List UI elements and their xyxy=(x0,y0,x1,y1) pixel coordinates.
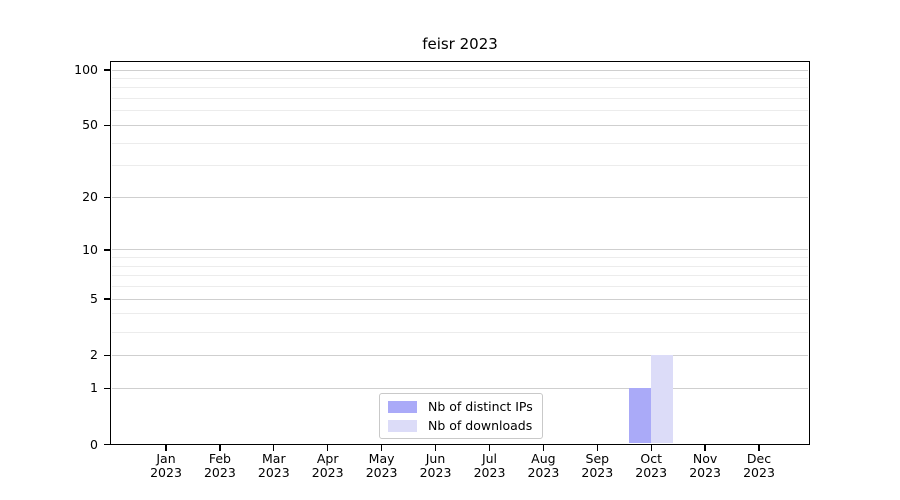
x-axis-tick-mark xyxy=(542,445,545,451)
legend-swatch xyxy=(388,400,417,413)
gridline-2 xyxy=(112,354,808,356)
gridline-7 xyxy=(112,275,808,277)
y-axis-tick-mark xyxy=(104,443,110,446)
y-axis-tick-label: 5 xyxy=(90,291,98,307)
gridline-40 xyxy=(112,142,808,144)
x-axis-tick-mark xyxy=(596,445,598,451)
y-axis-tick-label: 10 xyxy=(82,241,98,257)
x-axis-tick-mark xyxy=(273,445,275,451)
x-axis-tick-label: Oct 2023 xyxy=(635,451,668,480)
gridline-3 xyxy=(112,331,808,333)
y-axis-tick-mark xyxy=(104,249,110,251)
y-axis-tick-label: 20 xyxy=(82,189,98,205)
x-axis-tick-mark xyxy=(434,445,437,451)
gridline-10 xyxy=(112,249,808,251)
y-axis-tick-mark xyxy=(104,354,110,357)
chart-title: feisr 2023 xyxy=(422,35,498,53)
legend-label: Nb of downloads xyxy=(428,418,533,433)
x-axis-tick-label: Jan 2023 xyxy=(150,451,182,480)
x-axis-tick-mark xyxy=(219,445,221,451)
x-axis-tick-label: Jun 2023 xyxy=(419,451,452,480)
x-axis-tick-mark xyxy=(758,445,760,451)
y-axis-tick-mark xyxy=(104,387,110,389)
x-axis-tick-label: Sep 2023 xyxy=(581,451,614,480)
gridline-5 xyxy=(112,298,808,300)
y-axis-tick-mark xyxy=(104,298,110,300)
legend: Nb of distinct IPs Nb of downloads xyxy=(379,393,543,439)
gridline-4 xyxy=(112,313,808,315)
x-axis-tick-label: Dec 2023 xyxy=(743,451,775,480)
x-axis-tick-mark xyxy=(327,445,329,451)
x-axis-tick-label: Nov 2023 xyxy=(689,451,721,480)
gridline-100 xyxy=(112,69,808,71)
gridline-30 xyxy=(112,165,808,167)
gridline-60 xyxy=(112,110,808,112)
y-axis-tick-label: 2 xyxy=(90,347,98,363)
gridline-8 xyxy=(112,265,808,267)
x-axis-tick-mark xyxy=(165,445,167,451)
gridline-20 xyxy=(112,196,808,198)
gridline-1 xyxy=(112,387,808,389)
legend-swatch xyxy=(388,419,417,432)
y-axis-tick-label: 100 xyxy=(74,62,98,77)
x-axis-tick-label: Apr 2023 xyxy=(311,451,344,480)
gridline-6 xyxy=(112,286,808,288)
x-axis-tick-label: May 2023 xyxy=(365,451,398,480)
bar-nb-of-downloads xyxy=(651,355,674,444)
x-axis-tick-mark xyxy=(380,445,383,451)
x-axis-tick-mark xyxy=(704,445,706,451)
gridline-80 xyxy=(112,87,808,89)
x-axis-tick-mark xyxy=(650,445,652,451)
y-axis-tick-mark xyxy=(104,69,110,71)
x-axis-tick-label: Aug 2023 xyxy=(527,451,560,480)
x-axis-tick-label: Feb 2023 xyxy=(203,451,236,480)
x-axis-tick-label: Jul 2023 xyxy=(473,451,506,480)
y-axis-tick-label: 50 xyxy=(82,117,98,133)
x-axis-tick-mark xyxy=(488,445,491,451)
y-axis-tick-label: 0 xyxy=(90,436,98,452)
gridline-70 xyxy=(112,98,808,100)
y-axis-tick-label: 1 xyxy=(90,380,98,396)
gridline-9 xyxy=(112,257,808,259)
x-axis-tick-label: Mar 2023 xyxy=(257,451,290,480)
bar-nb-of-distinct-ips xyxy=(629,388,652,444)
legend-row: Nb of downloads xyxy=(388,418,533,433)
legend-row: Nb of distinct IPs xyxy=(388,399,533,414)
y-axis-tick-mark xyxy=(104,124,110,127)
gridline-90 xyxy=(112,78,808,79)
y-axis-tick-mark xyxy=(104,196,110,199)
legend-label: Nb of distinct IPs xyxy=(428,399,533,414)
gridline-50 xyxy=(112,124,808,126)
